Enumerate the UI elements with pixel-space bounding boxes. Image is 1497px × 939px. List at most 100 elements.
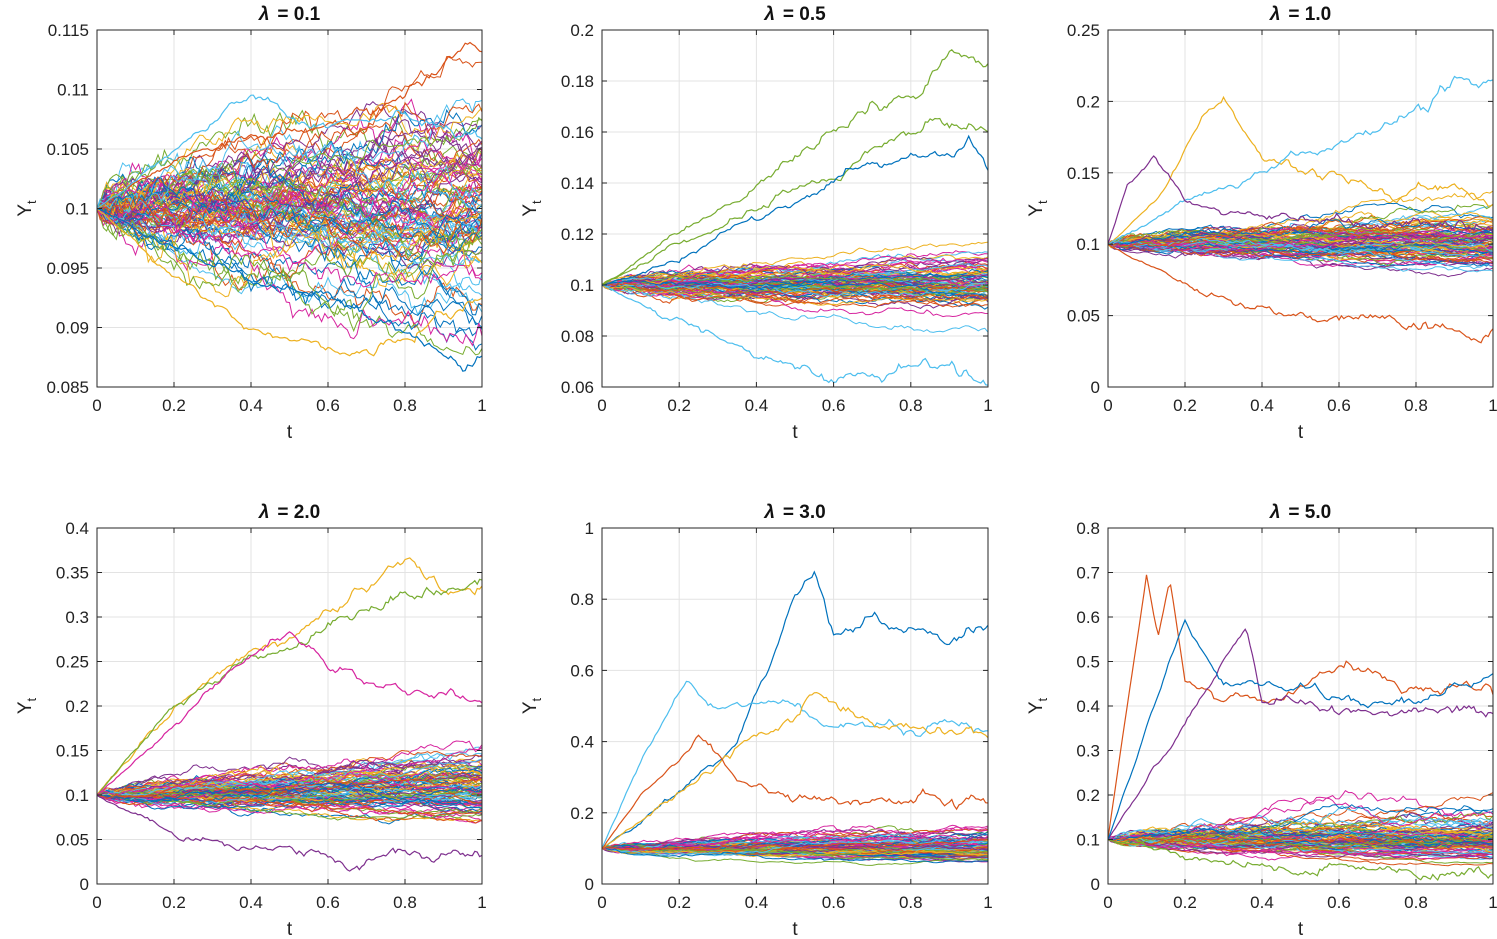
x-tick-label: 0.4 (239, 396, 263, 415)
y-tick-label: 0.35 (56, 564, 89, 583)
sample-path (1108, 833, 1493, 850)
y-tick-label: 0.18 (561, 72, 594, 91)
sample-path (1108, 228, 1493, 252)
subplot-4: 0 0.2 0.4 0.6 0.8 1 0 0.05 0.1 0.15 0.2 0.25 0.3 0.35… (15, 502, 487, 939)
y-axis-label: Yt (520, 697, 544, 714)
x-axis-label: t (1298, 919, 1304, 939)
y-tick-label: 0.4 (1076, 697, 1100, 716)
highlight-path (1108, 838, 1493, 882)
title-value: = 2.0 (277, 502, 320, 523)
y-tick-label: 0.25 (56, 653, 89, 672)
x-tick-label: 0.4 (239, 893, 263, 912)
sample-path (602, 847, 988, 861)
highlight-path (602, 691, 988, 849)
y-tick-label: 0 (1091, 875, 1100, 894)
sample-path (1108, 831, 1493, 849)
x-tick-label: 0.6 (1327, 893, 1351, 912)
x-tick-label: 0 (92, 893, 101, 912)
subplot-3: 0 0.2 0.4 0.6 0.8 1 0 0.05 0.1 0.15 0.2 0.25 λ = 1.0 t… (1026, 4, 1497, 443)
sample-path (97, 139, 482, 212)
sample-path (97, 757, 482, 796)
sample-paths (97, 41, 482, 372)
x-tick-label: 0.8 (899, 893, 923, 912)
sample-path (97, 780, 482, 802)
sample-path (97, 746, 482, 797)
x-tick-label: 0.6 (822, 893, 846, 912)
title-value: = 0.1 (277, 4, 320, 25)
sample-path (97, 777, 482, 800)
title-symbol: λ (1269, 4, 1281, 25)
x-tick-label: 1 (477, 396, 486, 415)
sample-path (97, 146, 482, 227)
x-tick-label: 0.4 (1250, 893, 1274, 912)
y-tick-label: 0.15 (1067, 164, 1100, 183)
y-axis-label-subscript: t (24, 697, 39, 701)
y-axis-label-main: Y (520, 701, 541, 714)
x-tick-label: 0.6 (1327, 396, 1351, 415)
sample-path (1108, 221, 1493, 247)
y-tick-label: 0.11 (57, 81, 89, 100)
x-tick-label: 0.8 (1404, 396, 1428, 415)
highlight-path (1108, 95, 1493, 246)
y-tick-label: 0.09 (56, 319, 89, 338)
x-tick-label: 0.4 (745, 893, 769, 912)
y-tick-label: 0.1 (570, 276, 594, 295)
sample-path (602, 280, 988, 297)
sample-path (1108, 834, 1493, 850)
sample-path (97, 789, 482, 810)
sample-path (602, 256, 988, 288)
sample-paths (602, 570, 988, 866)
y-tick-label: 0.6 (570, 661, 594, 680)
x-tick-label: 0.6 (316, 893, 340, 912)
y-axis-label-main: Y (1026, 701, 1047, 714)
x-tick-label: 0 (597, 893, 606, 912)
sample-path (97, 162, 482, 260)
x-tick-label: 1 (1488, 893, 1497, 912)
y-tick-label: 0.105 (46, 140, 89, 159)
highlight-path (602, 734, 988, 850)
y-tick-label: 0.4 (65, 519, 89, 538)
title-symbol: λ (763, 502, 775, 523)
x-tick-label: 0 (92, 396, 101, 415)
highlight-path (97, 631, 482, 796)
subplot-title: λ = 5.0 (1269, 502, 1331, 523)
title-symbol: λ (258, 502, 270, 523)
sample-path (97, 164, 482, 219)
y-tick-label: 0.5 (1076, 653, 1100, 672)
x-tick-label: 0.6 (316, 396, 340, 415)
highlight-path (602, 134, 988, 287)
y-tick-label: 0.15 (56, 742, 89, 761)
highlight-path (97, 208, 482, 357)
highlight-path (602, 680, 988, 849)
y-tick-label: 0.2 (570, 21, 594, 40)
highlight-path (602, 49, 988, 286)
sample-path (602, 274, 988, 292)
highlight-path (1108, 155, 1493, 244)
y-tick-label: 0.8 (1076, 519, 1100, 538)
x-tick-label: 0.2 (667, 396, 691, 415)
sample-path (602, 275, 988, 296)
highlight-path (602, 117, 988, 286)
sample-path (97, 193, 482, 262)
highlight-path (1108, 618, 1493, 840)
x-tick-label: 0.6 (822, 396, 846, 415)
x-tick-label: 0.8 (393, 396, 417, 415)
y-axis-label: Yt (1026, 697, 1050, 714)
sample-path (97, 208, 482, 337)
y-axis-label-main: Y (1026, 204, 1047, 217)
sample-path (97, 765, 482, 797)
y-tick-label: 1 (585, 519, 594, 538)
sample-path (97, 792, 482, 805)
plot-area (602, 30, 988, 387)
sample-paths (1108, 574, 1493, 882)
sample-path (97, 206, 482, 266)
x-tick-label: 0.4 (1250, 396, 1274, 415)
sample-path (97, 208, 482, 356)
title-value: = 3.0 (783, 502, 826, 523)
sample-path (602, 838, 988, 851)
sample-path (97, 101, 482, 245)
subplot-title: λ = 2.0 (258, 502, 320, 523)
sample-path (1108, 804, 1493, 842)
sample-path (1108, 229, 1493, 246)
